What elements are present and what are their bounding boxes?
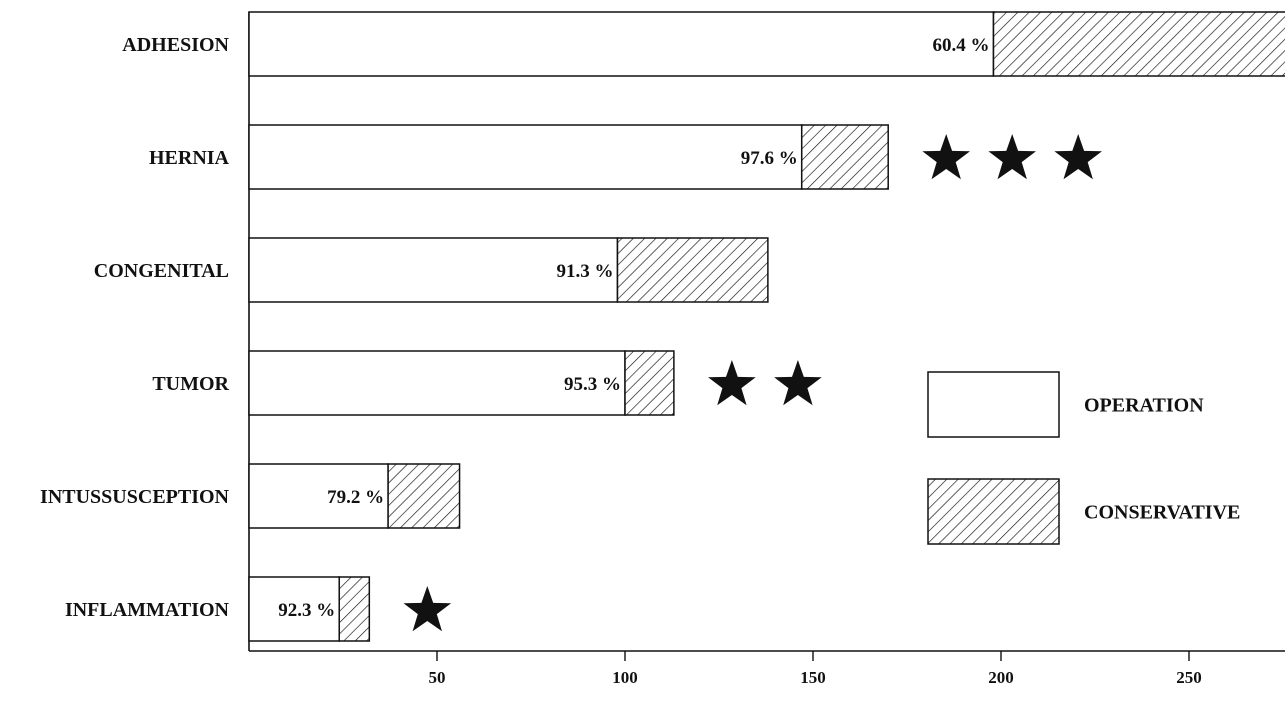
category-label: ADHESION [122,34,229,56]
data-label: 91.3 % [556,261,613,282]
legend-label: OPERATION [1084,395,1204,417]
bar-conservative [338,576,371,642]
x-tick-label: 250 [1176,668,1202,687]
data-label: 79.2 % [327,487,384,508]
star-icon [708,360,756,406]
data-label: 92.3 % [278,600,335,621]
bar-conservative [616,237,769,303]
bar-conservative [387,463,461,529]
category-label: INFLAMMATION [65,599,230,621]
bar-operation [248,463,389,529]
data-label: 97.6 % [741,148,798,169]
x-tick-label: 150 [800,668,826,687]
category-label: CONGENITAL [94,260,229,282]
star-icon [403,586,452,632]
category-label: HERNIA [149,147,230,169]
bar-conservative [992,11,1285,77]
bar-operation [248,124,803,190]
bar-conservative [800,124,889,190]
category-label: TUMOR [152,373,229,395]
bar-operation [248,350,626,416]
plot-area: 50100150200250300350CasesADHESION60.4 %H… [40,11,1285,687]
star-icon [774,360,822,406]
x-tick-label: 200 [988,668,1014,687]
bar-conservative [624,350,675,416]
legend-swatch-conservative [927,478,1060,545]
x-tick-label: 50 [429,668,446,687]
legend: OPERATION CONSERVATIVE [927,371,1240,545]
star-icon [988,134,1036,180]
bar-operation [248,11,995,77]
data-label: 95.3 % [564,374,621,395]
star-icon [922,134,970,180]
legend-swatch-operation [927,371,1060,438]
data-label: 60.4 % [932,35,989,56]
x-tick-label: 100 [612,668,638,687]
star-icon [1054,134,1102,180]
legend-label: CONSERVATIVE [1084,502,1240,524]
category-label: INTUSSUSCEPTION [40,486,230,508]
